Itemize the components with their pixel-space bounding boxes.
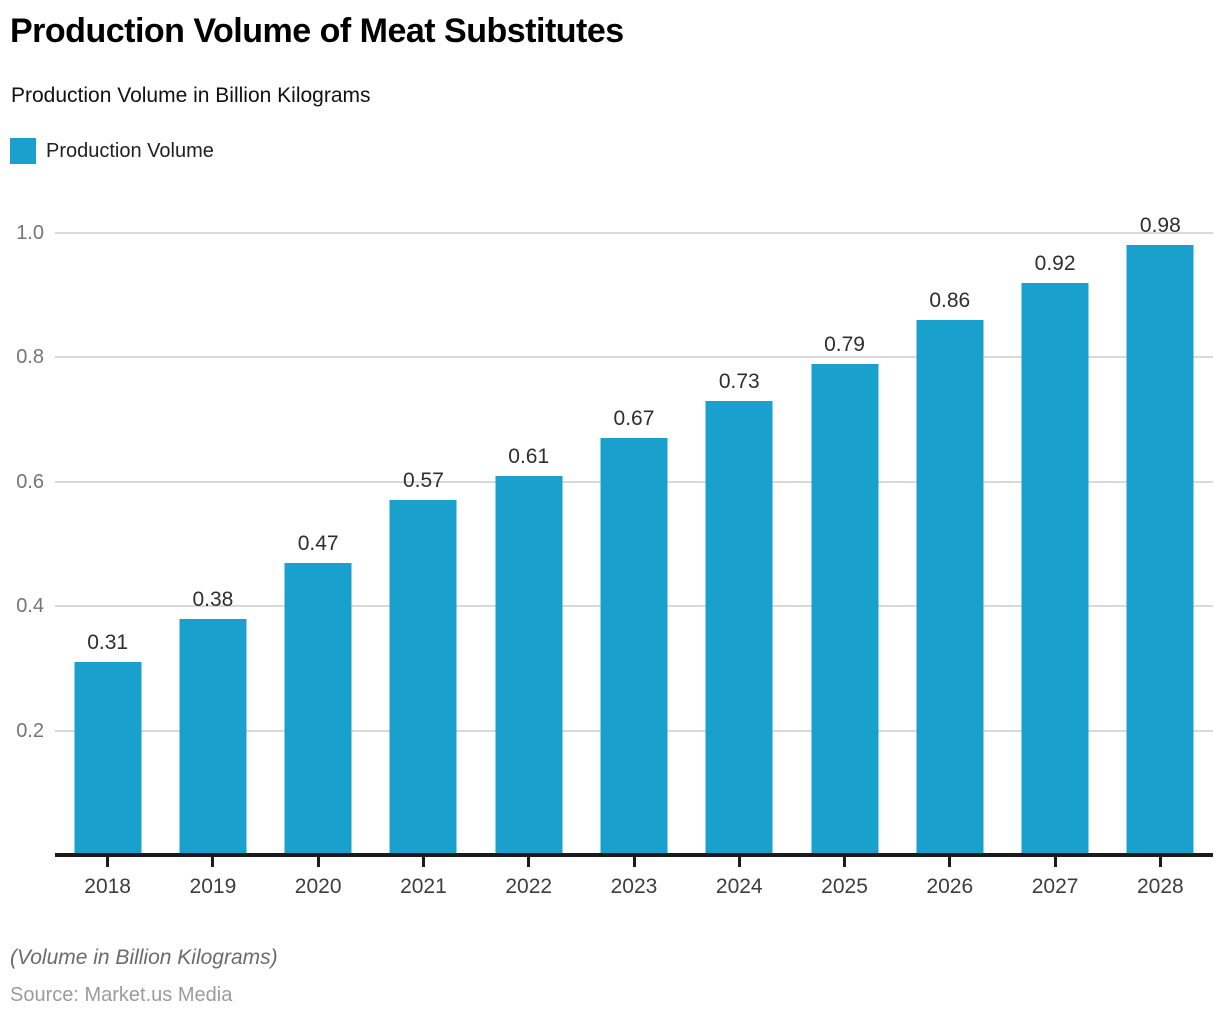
- bar-value-label-2018: 0.31: [87, 631, 129, 655]
- bar-slot-2019: 0.38: [160, 233, 265, 855]
- bar-value-label-2022: 0.61: [508, 444, 550, 468]
- x-axis-tick: [211, 857, 215, 867]
- chart-subtitle: Production Volume in Billion Kilograms: [11, 84, 371, 107]
- legend: Production Volume: [10, 138, 214, 164]
- bar-slot-2027: 0.92: [1002, 233, 1107, 855]
- bar-value-label-2025: 0.79: [824, 332, 865, 356]
- x-axis-tick: [737, 857, 741, 867]
- bar-2020: [284, 562, 352, 855]
- x-axis-line: [55, 853, 1213, 857]
- bar-2019: [179, 618, 247, 855]
- source-attribution: Source: Market.us Media: [10, 984, 233, 1006]
- x-axis-tick-label-2024: 2024: [715, 875, 763, 898]
- legend-label: Production Volume: [46, 139, 214, 162]
- bar-value-label-2024: 0.73: [718, 369, 760, 393]
- bar-value-label-2026: 0.86: [929, 289, 971, 313]
- bar-slot-2026: 0.86: [897, 233, 1002, 855]
- x-axis-tick: [421, 857, 425, 867]
- bar-slot-2020: 0.47: [266, 233, 371, 855]
- bar-slot-2022: 0.61: [476, 233, 581, 855]
- x-axis-tick: [106, 857, 110, 867]
- bar-value-label-2027: 0.92: [1034, 251, 1076, 275]
- bar-2018: [74, 662, 142, 855]
- bar-slot-2021: 0.57: [371, 233, 476, 855]
- bar-value-label-2019: 0.38: [192, 587, 234, 611]
- y-axis-tick-label: 0.6: [16, 470, 44, 493]
- gridline-y-0.8: [55, 356, 1213, 359]
- x-axis-tick-label-2026: 2026: [926, 875, 974, 898]
- bar-2026: [916, 320, 984, 855]
- bar-2023: [600, 438, 668, 855]
- bar-2028: [1126, 245, 1194, 855]
- bar-value-label-2020: 0.47: [297, 531, 339, 555]
- x-axis-tick-label-2022: 2022: [505, 875, 553, 898]
- bar-2027: [1021, 282, 1089, 855]
- bar-value-label-2028: 0.98: [1139, 214, 1181, 238]
- bar-slot-2023: 0.67: [581, 233, 686, 855]
- bar-slot-2018: 0.31: [55, 233, 160, 855]
- x-axis-tick-label-2019: 2019: [189, 875, 237, 898]
- bar-value-label-2023: 0.67: [613, 407, 655, 431]
- x-axis-tick-label-2021: 2021: [400, 875, 447, 898]
- x-axis-tick: [948, 857, 952, 867]
- x-axis-tick: [316, 857, 320, 867]
- x-axis-tick: [527, 857, 531, 867]
- x-axis-tick-label-2025: 2025: [821, 875, 868, 898]
- page-title: Production Volume of Meat Substitutes: [10, 12, 624, 50]
- legend-swatch-icon: [10, 138, 36, 164]
- bar-slot-2025: 0.79: [792, 233, 897, 855]
- x-axis-tick-label-2027: 2027: [1031, 875, 1079, 898]
- x-axis-tick-label-2028: 2028: [1136, 875, 1184, 898]
- x-axis-tick-label-2023: 2023: [610, 875, 658, 898]
- bar-2022: [495, 475, 563, 855]
- y-axis-tick-label: 0.8: [16, 346, 44, 369]
- bar-value-label-2021: 0.57: [403, 469, 444, 493]
- x-axis-tick: [843, 857, 847, 867]
- x-axis-tick: [1053, 857, 1057, 867]
- y-axis-tick-label: 0.2: [16, 719, 44, 742]
- bar-2024: [705, 400, 773, 855]
- y-axis-tick-label: 0.4: [16, 595, 44, 618]
- gridline-y-1.0: [55, 232, 1213, 234]
- plot-area: 0.31 0.38 0.47 0.57 0.61 0.67 0.73 0.79 0.86 0.92…: [55, 215, 1213, 855]
- bar-slot-2024: 0.73: [687, 233, 792, 855]
- bar-slot-2028: 0.98: [1108, 215, 1213, 855]
- x-axis-tick: [632, 857, 636, 867]
- x-axis-tick-label-2018: 2018: [84, 875, 131, 898]
- chart-footnote: (Volume in Billion Kilograms): [10, 946, 278, 969]
- x-axis-tick-label-2020: 2020: [294, 875, 342, 898]
- x-axis-tick: [1158, 857, 1162, 867]
- bar-2025: [811, 363, 879, 855]
- y-axis-tick-label: 1.0: [16, 222, 44, 244]
- bar-2021: [389, 500, 457, 855]
